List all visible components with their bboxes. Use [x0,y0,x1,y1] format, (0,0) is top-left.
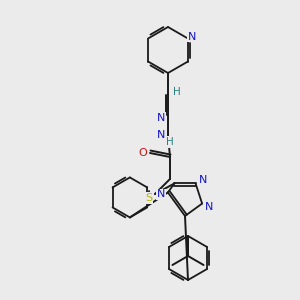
Text: N: N [205,202,213,212]
Text: N: N [157,113,165,123]
Text: N: N [157,130,165,140]
Text: N: N [198,176,207,185]
Text: S: S [146,193,153,203]
Text: O: O [139,148,147,158]
Text: H: H [166,137,174,147]
Text: N: N [157,189,165,200]
Text: H: H [173,87,181,97]
Text: N: N [188,32,196,41]
